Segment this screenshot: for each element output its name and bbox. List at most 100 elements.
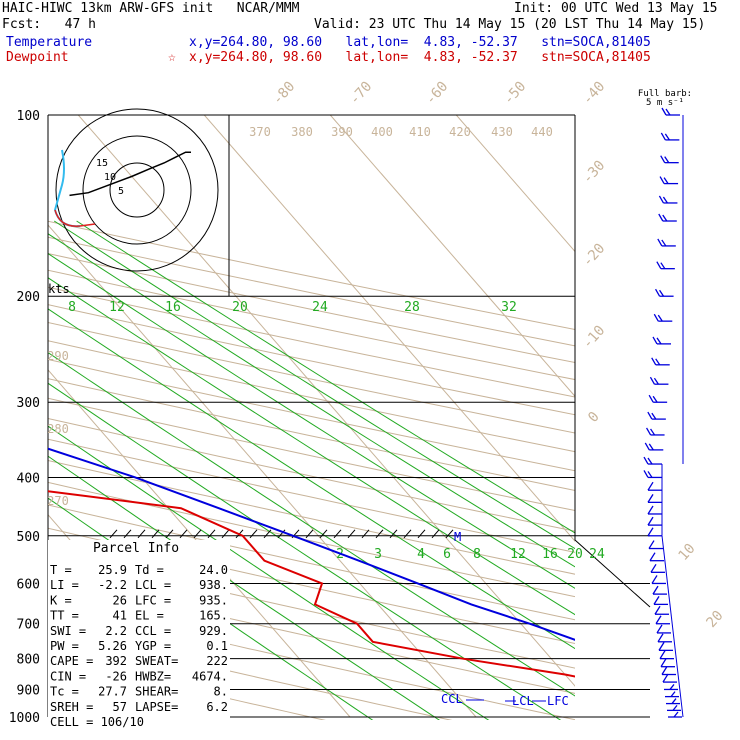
wind-barb-flag [660,155,666,163]
temp-legend-info: x,y=264.80, 98.60 lat,lon= 4.83, -52.37 … [189,35,651,50]
isotherm-label: -60 [423,79,452,109]
wind-barb-flag [650,563,657,573]
dry-adiabat-line [48,269,575,381]
wind-barb-flag [648,443,654,451]
dry-adiabat-line [48,527,575,645]
hatch-mark [305,529,314,539]
pressure-label: 700 [17,618,40,633]
wind-barb-flag [647,494,654,503]
isotherm-label: -50 [501,79,530,109]
wind-barb-flag [648,394,654,403]
hatch-mark [347,529,356,539]
hatch-mark [193,529,202,539]
mixing-ratio-label: 8 [473,547,481,562]
parcel-key: YGP = [135,639,171,653]
mixing-ratio-label: 12 [510,547,526,562]
wind-barb-flag [659,650,666,660]
wind-barb-flag [673,711,679,718]
pressure-label: 300 [17,396,40,411]
hatch-mark [109,529,118,539]
wind-barb-flag [662,673,669,683]
hatch-mark [207,529,216,539]
pressure-label: 1000 [9,711,40,726]
isotherm-line [77,115,575,687]
pressure-label: 500 [17,530,40,545]
wind-barb-flag [671,698,677,704]
parcel-key: SREH = [50,700,93,714]
wind-barb-flag [652,395,658,403]
theta-label: 440 [531,125,553,139]
wind-barb-flag [665,108,671,116]
hatch-mark [137,529,146,539]
hodo-ring [82,135,192,245]
lfc-label: LFC [547,694,569,708]
pressure-label: 400 [17,471,40,486]
theta-label: 380 [291,125,313,139]
wind-barb-flag [652,585,659,595]
parcel-key: CAPE = [50,654,93,668]
dry-adiabat-line [48,304,575,416]
hodo-ring [109,162,165,218]
hatch-mark [445,529,454,539]
wind-barb-flag [648,540,655,549]
hatch-mark [389,529,398,539]
wind-barb-flag [658,195,664,204]
dry-adiabat-line [48,481,575,598]
hatch-mark [221,529,230,539]
mixing-ratio-label: 16 [542,547,558,562]
header-init: Init: 00 UTC Wed 13 May 15 [514,1,718,16]
wind-barb-flag [653,313,659,322]
hodo-ring-label: 10 [104,172,116,183]
isotherm-line [203,115,575,542]
parcel-key: Td = [135,563,164,577]
wind-barb-flag [661,239,667,247]
hatch-mark [417,529,426,539]
dew-legend-info: x,y=264.80, 98.60 lat,lon= 4.83, -52.37 … [189,50,651,65]
wind-barb-flag [657,633,664,643]
isotherm-line [455,115,575,253]
hatch-mark [151,529,160,539]
theta-label: 290 [47,349,69,363]
plot-frame-right [574,115,651,608]
pressure-label: 100 [17,109,40,124]
parcel-value: 0.1 [206,639,228,653]
wind-barb-flag [664,133,670,141]
wind-barb-flag [660,262,666,270]
isotherm-line [48,369,351,718]
wind-barb-flag [650,428,656,436]
parcel-value: 5.26 [98,639,127,653]
wind-barb-flag [656,261,662,269]
mixing-ratio-label: 20 [232,300,248,315]
hatch-mark [319,529,328,539]
dew-legend-label: Dewpoint [6,50,69,65]
wind-barb-flag [647,457,653,465]
wind-barb-flag [658,642,665,651]
ccl-label: CCL [441,692,463,706]
parcel-value: 27.7 [98,685,127,699]
isotherm-label: -40 [580,79,609,109]
wind-barb-flag [652,336,658,345]
wind-barb-flag [656,624,663,634]
parcel-value: -26 [105,669,127,683]
hatch-mark [165,529,174,539]
parcel-info-box [48,540,230,722]
parcel-value: 929. [199,624,228,638]
wind-barb-flag [649,376,655,385]
wind-barb-flag [660,132,666,141]
parcel-value: 165. [199,609,228,623]
hatch-mark [333,529,342,539]
dry-adiabat-line [48,628,453,720]
parcel-key: SWI = [50,624,86,638]
wind-barb-flag [657,238,663,247]
hodo-ring [55,108,219,272]
header-fcst: Fcst: 47 h [2,17,96,32]
parcel-cell: CELL = 106/10 [50,715,144,729]
pressure-label: 200 [17,290,40,305]
parcel-key: SWEAT= [135,654,178,668]
parcel-key: EL = [135,609,164,623]
hodo-ring-label: 5 [118,186,124,197]
wind-barb-flag [670,691,676,698]
wind-barb-flag [653,377,659,385]
parcel-value: 26 [113,593,127,607]
